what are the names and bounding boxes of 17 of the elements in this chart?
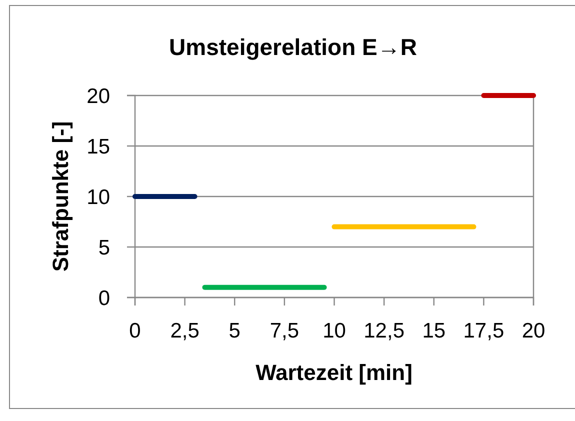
x-tick-label: 17,5 [463, 319, 504, 342]
x-tick-label: 20 [522, 319, 546, 342]
y-tick-label: 15 [86, 136, 110, 159]
x-tick-label: 5 [228, 319, 240, 342]
chart-title: Umsteigerelation E→R [169, 34, 418, 60]
y-axis-title: Strafpunkte [-] [48, 121, 73, 272]
x-tick-label: 7,5 [270, 319, 300, 342]
x-tick-label: 12,5 [364, 319, 404, 342]
y-tick-label: 5 [98, 236, 110, 260]
y-tick-label: 0 [98, 287, 110, 310]
x-tick-label: 0 [129, 319, 141, 342]
x-tick-label: 15 [422, 319, 446, 342]
x-axis-title: Wartezeit [min] [256, 360, 412, 385]
x-tick-label: 2,5 [170, 319, 200, 342]
x-tick-label: 10 [322, 319, 346, 342]
y-tick-label: 10 [86, 186, 110, 210]
y-tick-label: 20 [86, 85, 110, 108]
